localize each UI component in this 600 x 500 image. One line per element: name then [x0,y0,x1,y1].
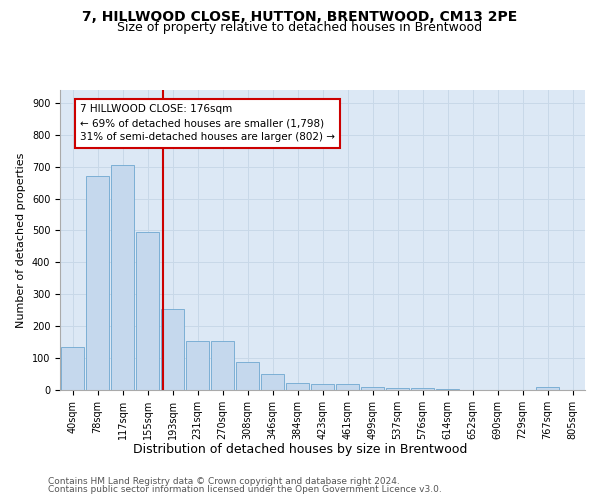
Bar [436,388,459,390]
Bar [61,347,84,390]
Bar [261,374,284,390]
Bar [211,342,234,390]
Bar [136,232,159,390]
Text: Size of property relative to detached houses in Brentwood: Size of property relative to detached ho… [118,21,482,34]
Bar [311,384,334,390]
Bar [286,383,309,390]
Text: 7, HILLWOOD CLOSE, HUTTON, BRENTWOOD, CM13 2PE: 7, HILLWOOD CLOSE, HUTTON, BRENTWOOD, CM… [82,10,518,24]
Bar [111,165,134,390]
Text: Contains public sector information licensed under the Open Government Licence v3: Contains public sector information licen… [48,485,442,494]
Bar [411,388,434,390]
Bar [161,310,184,390]
Bar [336,384,359,390]
Bar [86,176,109,390]
Text: Distribution of detached houses by size in Brentwood: Distribution of detached houses by size … [133,442,467,456]
Bar [361,388,384,390]
Text: Contains HM Land Registry data © Crown copyright and database right 2024.: Contains HM Land Registry data © Crown c… [48,478,400,486]
Bar [536,388,559,390]
Bar [186,342,209,390]
Y-axis label: Number of detached properties: Number of detached properties [16,152,26,328]
Bar [386,388,409,390]
Text: 7 HILLWOOD CLOSE: 176sqm
← 69% of detached houses are smaller (1,798)
31% of sem: 7 HILLWOOD CLOSE: 176sqm ← 69% of detach… [80,104,335,142]
Bar [236,362,259,390]
